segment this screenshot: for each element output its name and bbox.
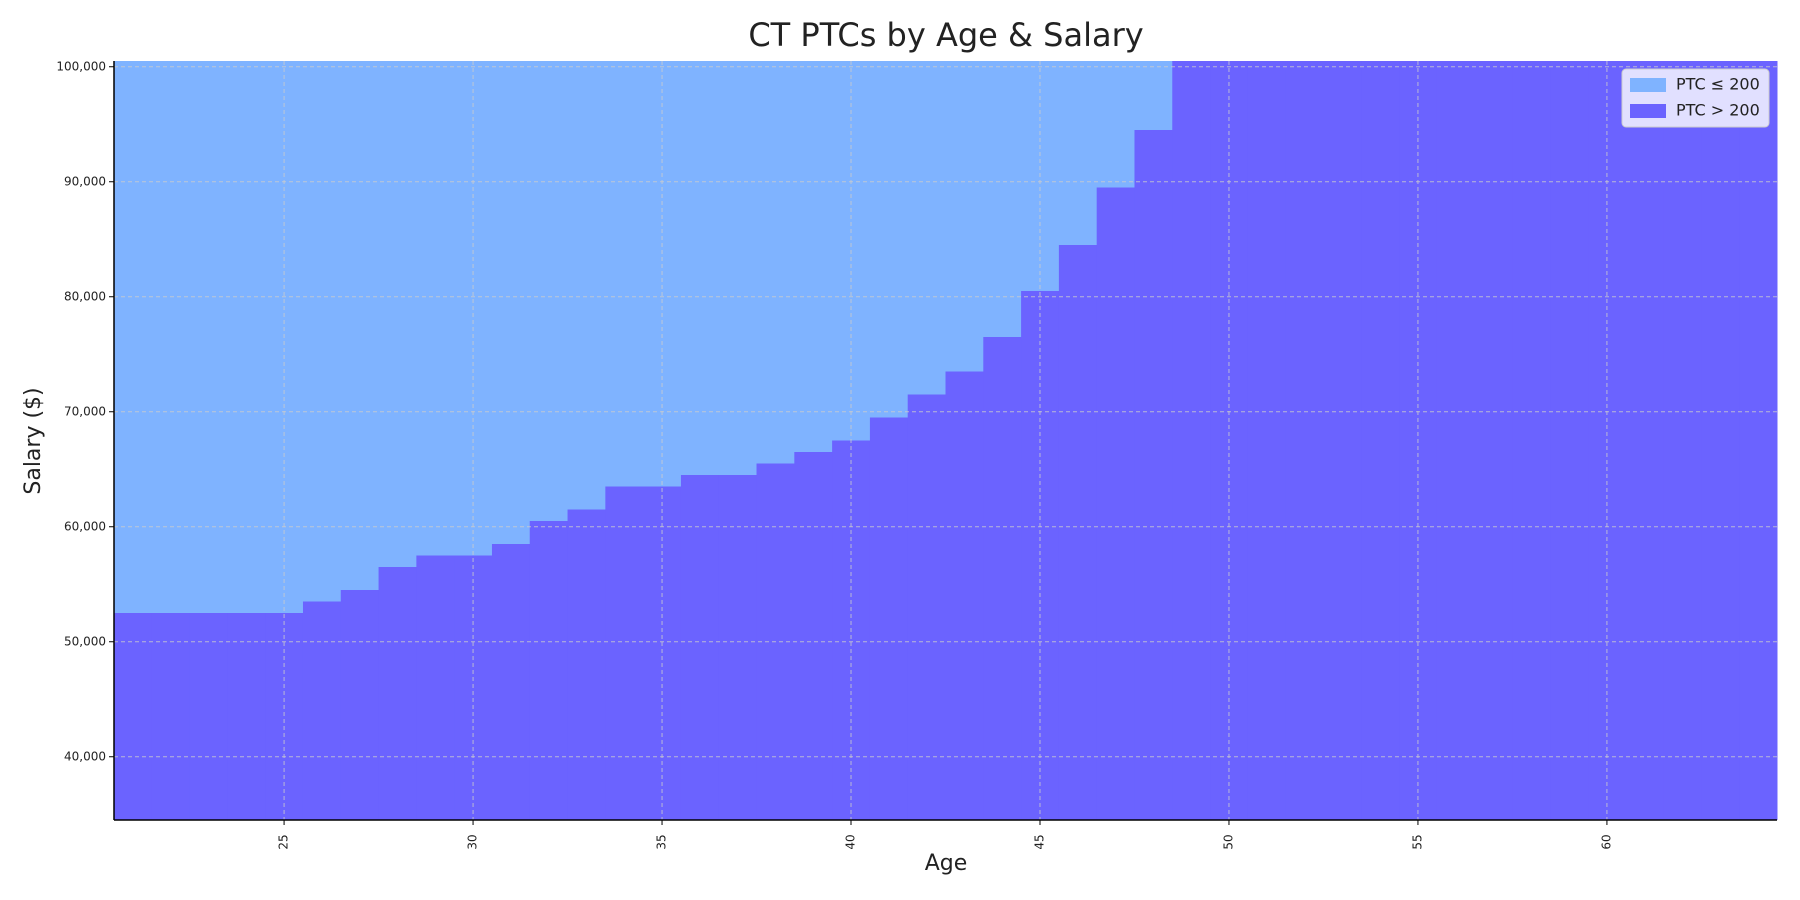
y-tick-label: 100,000 <box>56 59 106 73</box>
legend-swatch <box>1630 78 1666 92</box>
step-bar <box>1436 61 1476 820</box>
step-bar <box>1663 61 1702 820</box>
step-bar <box>1550 61 1589 820</box>
step-bar <box>907 394 946 820</box>
step-bar <box>1058 245 1098 820</box>
y-tick-label: 70,000 <box>64 404 106 418</box>
step-bar <box>869 417 909 820</box>
legend-label: PTC > 200 <box>1676 101 1760 120</box>
step-bar <box>1134 130 1173 820</box>
x-tick-label: 35 <box>655 834 669 849</box>
step-bar <box>491 544 531 820</box>
step-bar <box>1247 61 1287 820</box>
step-bar <box>983 337 1022 820</box>
step-bar <box>378 567 417 820</box>
step-bar <box>151 613 191 820</box>
step-bar <box>1512 61 1551 820</box>
y-tick-label: 80,000 <box>64 289 106 303</box>
legend-swatch <box>1630 104 1666 118</box>
step-bar <box>567 509 606 820</box>
x-tick-label: 55 <box>1410 834 1424 849</box>
step-bar <box>605 486 644 820</box>
step-bar <box>718 475 758 820</box>
x-tick-label: 50 <box>1221 834 1235 849</box>
step-bar <box>1701 61 1740 820</box>
step-bar <box>189 613 228 820</box>
step-bar <box>340 590 380 820</box>
step-bar <box>1096 187 1135 820</box>
step-bar <box>1625 61 1665 820</box>
x-tick-label: 60 <box>1599 834 1613 849</box>
y-tick-label: 50,000 <box>64 634 106 648</box>
x-tick-label: 45 <box>1032 834 1046 849</box>
step-bar <box>1323 61 1362 820</box>
step-bar <box>227 613 266 820</box>
step-bar <box>1361 61 1400 820</box>
step-bar <box>114 613 153 820</box>
step-bar <box>1285 61 1324 820</box>
step-bar <box>1474 61 1513 820</box>
legend-label: PTC ≤ 200 <box>1676 75 1760 94</box>
y-tick-label: 40,000 <box>64 749 106 763</box>
step-bar <box>680 475 720 820</box>
x-tick-label: 25 <box>277 834 291 849</box>
step-bar <box>1739 61 1778 820</box>
x-axis-label: Age <box>925 851 968 876</box>
x-tick-label: 40 <box>844 834 858 849</box>
x-tick-label: 30 <box>466 834 480 849</box>
y-axis-label: Salary ($) <box>21 387 46 494</box>
step-bar <box>529 521 569 820</box>
chart-title: CT PTCs by Age & Salary <box>748 16 1143 54</box>
step-bar <box>794 452 833 820</box>
step-bar <box>945 371 984 820</box>
step-bar <box>302 601 342 820</box>
y-tick-label: 60,000 <box>64 519 106 533</box>
step-bar <box>1172 61 1211 820</box>
y-tick-label: 90,000 <box>64 174 106 188</box>
step-bar <box>416 555 455 820</box>
